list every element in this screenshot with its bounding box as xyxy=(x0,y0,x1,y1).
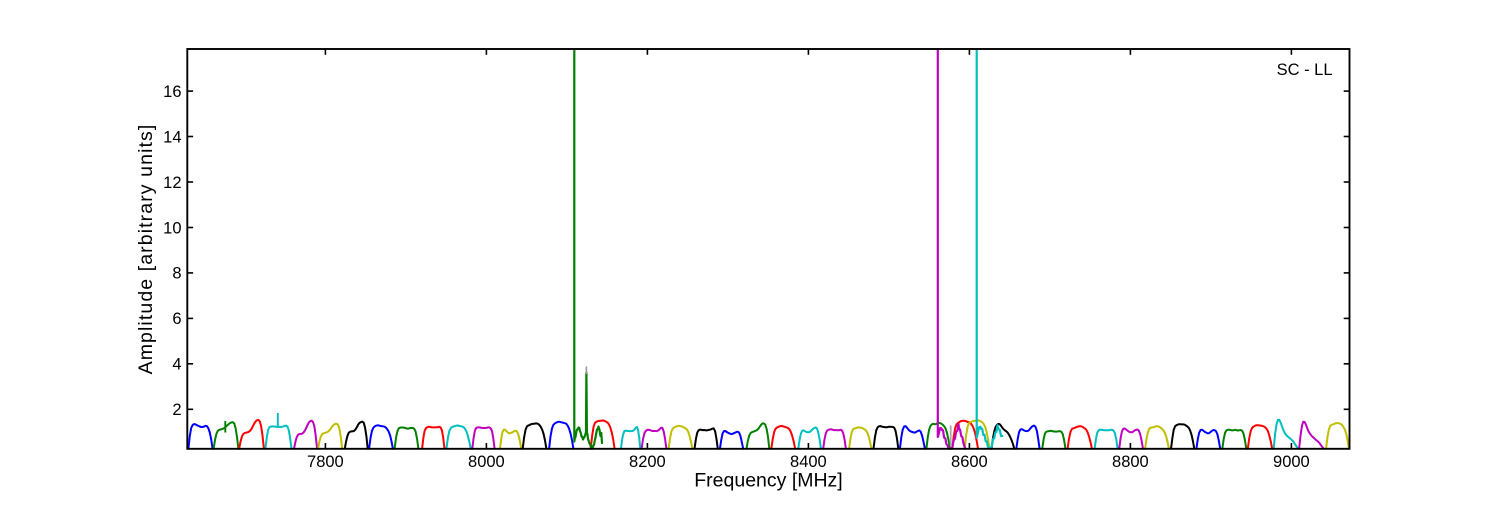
svg-text:SC - LL: SC - LL xyxy=(1277,61,1333,79)
svg-text:16: 16 xyxy=(163,83,181,101)
svg-text:8200: 8200 xyxy=(629,453,666,471)
svg-text:7800: 7800 xyxy=(307,453,344,471)
svg-text:4: 4 xyxy=(172,356,181,374)
svg-text:6: 6 xyxy=(172,310,181,328)
svg-text:8: 8 xyxy=(172,265,181,283)
svg-text:8800: 8800 xyxy=(1112,453,1149,471)
svg-text:10: 10 xyxy=(163,219,181,237)
svg-text:12: 12 xyxy=(163,174,181,192)
svg-text:8000: 8000 xyxy=(468,453,505,471)
svg-text:8400: 8400 xyxy=(790,453,827,471)
svg-text:Amplitude [arbitrary units]: Amplitude [arbitrary units] xyxy=(135,124,157,375)
svg-text:2: 2 xyxy=(172,401,181,419)
svg-text:Frequency [MHz]: Frequency [MHz] xyxy=(694,470,842,492)
svg-text:9000: 9000 xyxy=(1273,453,1310,471)
svg-text:14: 14 xyxy=(163,128,181,146)
svg-text:8600: 8600 xyxy=(951,453,988,471)
